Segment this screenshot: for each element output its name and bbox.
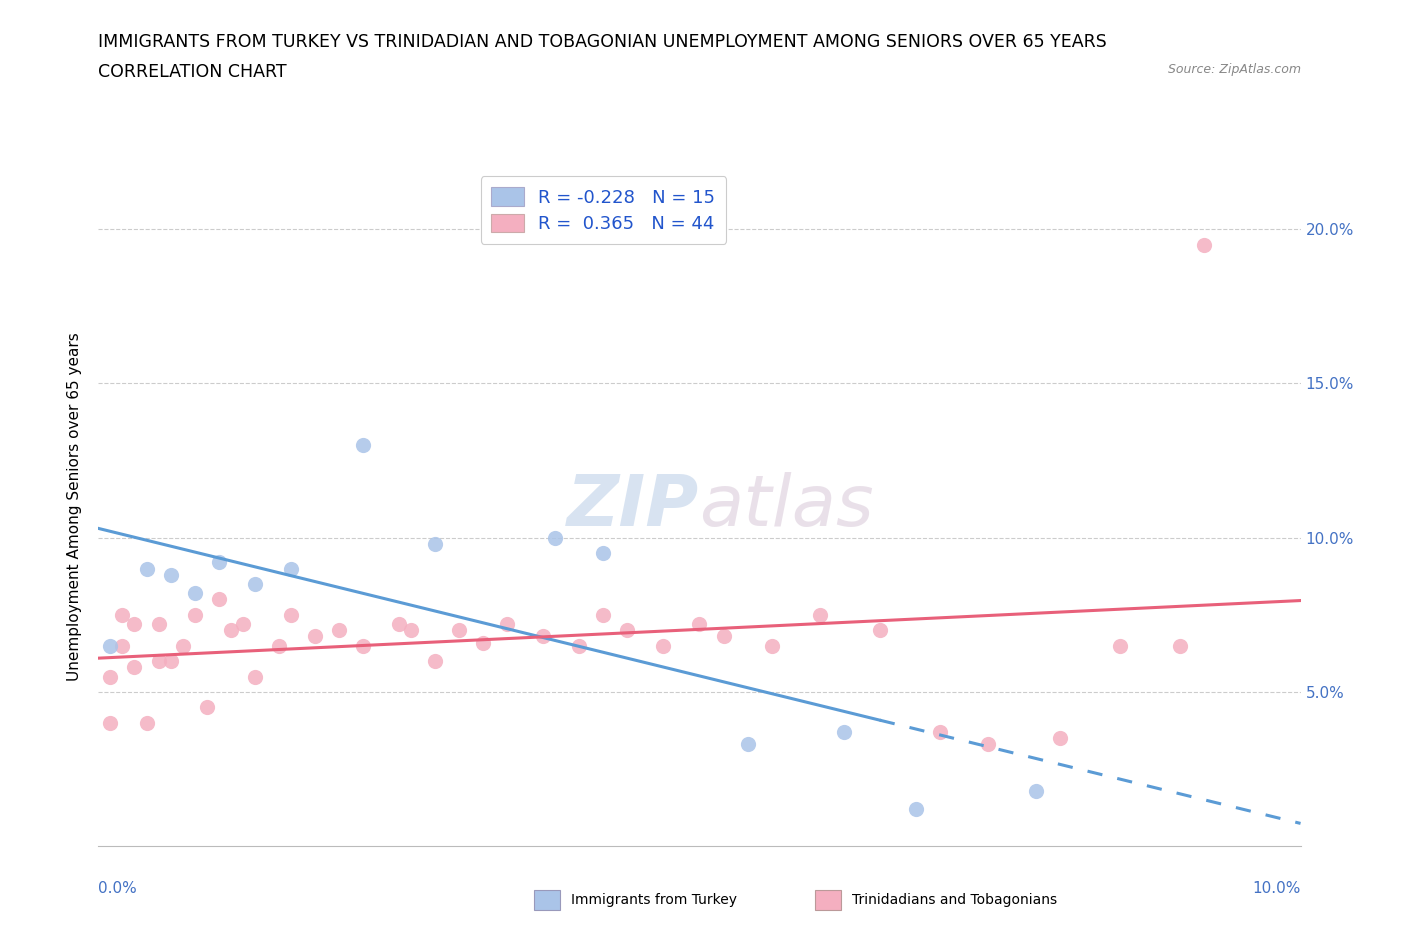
Point [135, 561, 157, 576]
Point [929, 724, 952, 739]
Point [1025, 783, 1047, 798]
Point [280, 561, 302, 576]
Text: CORRELATION CHART: CORRELATION CHART [98, 63, 287, 81]
Point [183, 607, 205, 622]
Point [869, 623, 891, 638]
Point [568, 638, 591, 653]
Text: IMMIGRANTS FROM TURKEY VS TRINIDADIAN AND TOBAGONIAN UNEMPLOYMENT AMONG SENIORS : IMMIGRANTS FROM TURKEY VS TRINIDADIAN AN… [98, 33, 1107, 50]
Point [1109, 638, 1132, 653]
Point [243, 670, 266, 684]
Point [100, 638, 122, 653]
Point [761, 638, 783, 653]
Point [243, 577, 266, 591]
Point [100, 670, 122, 684]
Point [195, 700, 218, 715]
Point [159, 654, 181, 669]
Point [267, 638, 290, 653]
Point [616, 623, 638, 638]
Point [904, 802, 927, 817]
Point [208, 555, 231, 570]
Text: ZIP: ZIP [567, 472, 700, 541]
Point [592, 546, 614, 561]
Point [124, 660, 146, 675]
Point [280, 607, 302, 622]
Point [148, 617, 170, 631]
Point [183, 586, 205, 601]
Point [472, 635, 495, 650]
Point [159, 567, 181, 582]
Point [447, 623, 470, 638]
Point [219, 623, 242, 638]
Point [1194, 237, 1216, 252]
Point [1170, 638, 1192, 653]
Point [531, 629, 554, 644]
Point [544, 530, 567, 545]
Text: Trinidadians and Tobagonians: Trinidadians and Tobagonians [852, 893, 1057, 908]
Point [832, 724, 855, 739]
Point [352, 638, 374, 653]
Text: atlas: atlas [700, 472, 875, 541]
Point [737, 737, 759, 752]
Point [689, 617, 711, 631]
Text: Source: ZipAtlas.com: Source: ZipAtlas.com [1167, 63, 1301, 76]
Point [352, 438, 374, 453]
Point [148, 654, 170, 669]
Point [399, 623, 422, 638]
Point [135, 715, 157, 730]
Point [496, 617, 519, 631]
Point [1049, 731, 1071, 746]
Point [713, 629, 735, 644]
Point [100, 715, 122, 730]
Y-axis label: Unemployment Among Seniors over 65 years: Unemployment Among Seniors over 65 years [67, 333, 83, 682]
Point [592, 607, 614, 622]
Text: Immigrants from Turkey: Immigrants from Turkey [571, 893, 737, 908]
Legend: R = -0.228   N = 15, R =  0.365   N = 44: R = -0.228 N = 15, R = 0.365 N = 44 [481, 177, 725, 244]
Point [111, 638, 134, 653]
Text: 0.0%: 0.0% [98, 881, 138, 896]
Point [652, 638, 675, 653]
Point [304, 629, 326, 644]
Point [208, 592, 231, 607]
Point [124, 617, 146, 631]
Point [172, 638, 194, 653]
Point [423, 537, 446, 551]
Point [328, 623, 350, 638]
Text: 10.0%: 10.0% [1253, 881, 1301, 896]
Point [808, 607, 831, 622]
Point [423, 654, 446, 669]
Point [232, 617, 254, 631]
Point [111, 607, 134, 622]
Point [977, 737, 1000, 752]
Point [388, 617, 411, 631]
